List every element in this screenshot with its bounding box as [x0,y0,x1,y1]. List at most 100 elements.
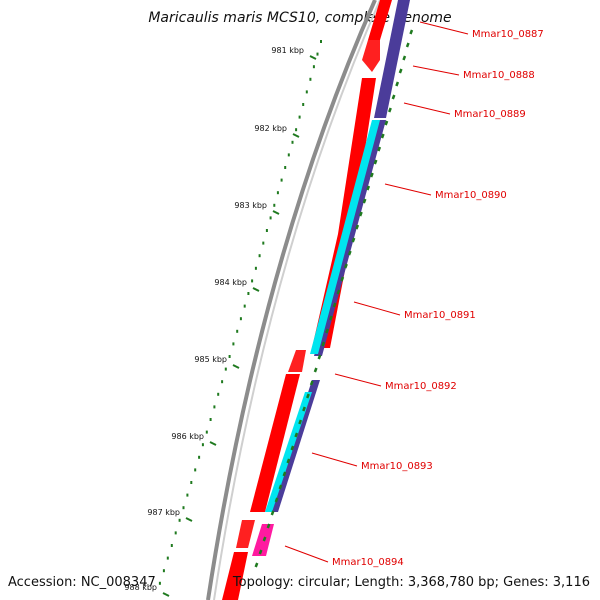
gc-skew-mark [321,341,326,347]
gene-label[interactable]: Mmar10_0892 [385,381,457,392]
tick-label: 983 kbp [234,201,267,210]
gc-dot [243,304,246,308]
gc-skew-mark [355,224,360,230]
tick-mark [209,441,217,446]
gc-skew-mark [309,380,314,386]
gc-dot [198,455,201,459]
gc-skew-mark [282,471,287,477]
cds-arrow[interactable] [236,520,255,548]
gc-skew-mark [373,159,378,165]
cds-segment[interactable] [250,374,300,512]
gc-skew-mark [369,172,374,178]
gc-dot [228,355,231,358]
gc-dot [217,392,220,396]
gc-skew-mark [254,562,259,568]
gc-dot [291,140,294,144]
gc-skew-mark [274,497,279,503]
gene-label[interactable]: Mmar10_0890 [435,190,507,201]
gene-leader-line [419,21,469,35]
cds-arrow[interactable] [288,350,306,372]
gc-skew-mark [286,458,291,464]
cds-arrow[interactable] [362,40,380,72]
gc-dot [236,329,239,333]
gc-skew-mark [388,107,392,113]
gc-skew-mark [336,289,341,295]
tick-mark [185,517,193,522]
gc-skew-track [254,29,414,568]
gc-skew-mark [395,81,400,87]
gene-label[interactable]: Mmar10_0888 [463,70,535,81]
gc-dot [251,279,254,283]
gc-skew-mark [409,29,414,35]
gc-dot [265,229,268,232]
feature-segment[interactable] [310,120,380,354]
gc-dot [166,556,169,560]
tick-mark [232,364,240,369]
gc-dot [194,468,197,472]
gc-skew-mark [290,445,295,451]
tick-mark [292,133,300,138]
gene-label[interactable]: Mmar10_0894 [332,557,404,568]
gc-dot [262,241,265,245]
gc-dot [276,191,279,195]
gc-skew-mark [306,393,310,399]
gc-skew-mark [270,510,275,516]
gc-dot [221,380,224,384]
cds-segment[interactable] [338,78,376,234]
gc-dot [269,216,272,220]
tick-mark [162,592,170,597]
gene-labels: Mmar10_0887 Mmar10_0888 Mmar10_0889 Mmar10_… [284,21,544,568]
gene-leader-line [412,65,460,76]
gc-dot [254,266,257,270]
gene-leader-line [384,183,432,196]
gc-dot [247,292,250,295]
tick-mark [252,287,260,292]
gc-skew-mark [391,94,396,100]
gc-dot [158,581,161,585]
gene-leader-line [353,301,401,316]
gc-dot [284,166,287,169]
outer-dot-track [158,40,322,585]
cds-segment[interactable] [222,552,248,600]
tick-label: 981 kbp [271,46,304,55]
cds-segment[interactable] [368,0,392,40]
gc-dot [273,203,276,207]
gc-skew-mark [266,523,271,529]
gc-skew-mark [344,263,348,269]
gc-skew-mark [329,315,333,321]
gc-skew-mark [302,406,306,412]
gene-label[interactable]: Mmar10_0887 [472,29,544,40]
gc-dot [312,65,315,69]
scale-ticks: 981 kbp 982 kbp 983 kbp 984 kbp 985 kbp 986 k… [124,46,317,597]
gc-dot [239,317,242,321]
gene-label[interactable]: Mmar10_0893 [361,461,433,472]
gc-skew-mark [398,68,403,74]
gc-skew-mark [384,120,389,126]
gene-label[interactable]: Mmar10_0891 [404,310,476,321]
accession-text: Accession: NC_008347 [8,575,156,590]
gc-dot [201,443,204,447]
gc-skew-mark [332,302,337,308]
gc-dot [205,430,208,434]
genome-backbone-outer [206,0,377,600]
gc-dot [209,418,212,421]
tick-label: 985 kbp [194,355,227,364]
gene-leader-line [334,373,382,387]
gc-dot [178,518,181,522]
cds-segment[interactable] [374,0,410,118]
tick-label: 988 kbp [124,583,157,592]
gc-dot [232,342,235,346]
gene-label[interactable]: Mmar10_0889 [454,109,526,120]
gc-dot [305,90,308,94]
gc-dot [320,40,322,43]
gc-skew-mark [380,133,385,139]
gc-dot [190,481,193,484]
gc-dot [309,77,312,81]
gc-skew-mark [317,354,322,360]
gc-skew-mark [351,237,356,243]
gc-dot [295,128,298,132]
gc-skew-mark [262,536,267,542]
genome-backbone-inner [213,0,381,600]
gc-skew-mark [405,42,410,48]
